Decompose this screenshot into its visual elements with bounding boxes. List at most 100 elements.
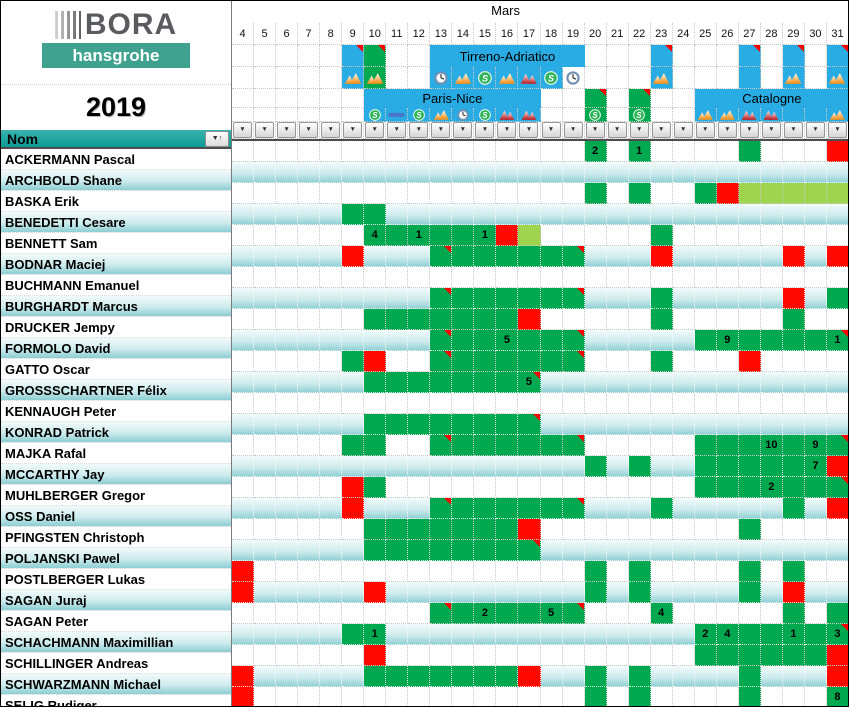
day-cell[interactable] xyxy=(232,540,255,561)
day-cell[interactable] xyxy=(496,477,519,498)
day-cell[interactable] xyxy=(607,687,629,706)
stage-type-cell[interactable] xyxy=(518,108,541,122)
day-cell[interactable] xyxy=(562,603,585,624)
day-cell[interactable] xyxy=(386,624,409,645)
day-cell[interactable] xyxy=(342,351,365,372)
day-cell[interactable] xyxy=(716,267,739,288)
race-day-cell[interactable] xyxy=(584,45,607,67)
rider-name-cell[interactable]: PFINGSTEN Christoph xyxy=(1,527,231,548)
day-cell[interactable] xyxy=(584,372,607,393)
day-cell[interactable] xyxy=(342,267,365,288)
day-cell[interactable] xyxy=(364,477,387,498)
day-cell[interactable] xyxy=(232,645,255,666)
date-header-cell[interactable]: 31 xyxy=(826,23,848,45)
day-cell[interactable] xyxy=(584,225,607,246)
day-cell[interactable] xyxy=(364,351,387,372)
day-cell[interactable] xyxy=(342,477,365,498)
day-cell[interactable] xyxy=(342,456,365,477)
day-cell[interactable] xyxy=(672,351,695,372)
day-cell[interactable] xyxy=(826,288,848,309)
day-cell[interactable] xyxy=(650,435,673,456)
day-cell[interactable] xyxy=(804,183,827,204)
day-cell[interactable] xyxy=(496,603,519,624)
day-cell[interactable] xyxy=(298,687,321,706)
race-day-cell[interactable] xyxy=(232,45,255,67)
day-cell[interactable] xyxy=(628,435,651,456)
day-cell[interactable] xyxy=(298,288,321,309)
day-cell[interactable] xyxy=(430,519,453,540)
race-day-cell[interactable] xyxy=(782,45,805,67)
day-cell[interactable] xyxy=(320,414,343,435)
day-cell[interactable] xyxy=(584,183,607,204)
day-cell[interactable] xyxy=(805,687,827,706)
day-cell[interactable] xyxy=(342,204,365,225)
day-cell[interactable] xyxy=(518,645,541,666)
day-cell[interactable] xyxy=(386,435,409,456)
day-cell[interactable] xyxy=(320,309,343,330)
day-cell[interactable] xyxy=(738,351,761,372)
stage-type-cell[interactable] xyxy=(276,108,299,122)
day-cell[interactable] xyxy=(760,624,783,645)
day-cell[interactable] xyxy=(320,267,343,288)
day-cell[interactable] xyxy=(628,624,651,645)
race-day-cell[interactable] xyxy=(672,45,695,67)
day-cell[interactable] xyxy=(760,372,783,393)
day-cell[interactable] xyxy=(826,351,848,372)
day-cell[interactable] xyxy=(320,204,343,225)
day-cell[interactable] xyxy=(628,372,651,393)
rider-name-cell[interactable]: SELIG Rudiger xyxy=(1,695,231,707)
day-cell[interactable] xyxy=(541,687,563,706)
date-header-cell[interactable]: 14 xyxy=(452,23,475,45)
day-cell[interactable] xyxy=(496,393,519,414)
day-cell[interactable] xyxy=(232,498,255,519)
column-filter-button[interactable]: ▼ xyxy=(343,122,363,138)
stage-type-cell[interactable] xyxy=(496,108,519,122)
day-cell[interactable] xyxy=(606,141,629,162)
day-cell[interactable] xyxy=(606,645,629,666)
day-cell[interactable] xyxy=(430,498,453,519)
day-cell[interactable] xyxy=(694,204,717,225)
day-cell[interactable] xyxy=(254,330,277,351)
day-cell[interactable] xyxy=(386,162,409,183)
day-cell[interactable] xyxy=(782,645,805,666)
column-filter-button[interactable]: ▼ xyxy=(629,122,649,138)
day-cell[interactable] xyxy=(672,582,695,603)
day-cell[interactable] xyxy=(760,393,783,414)
rider-name-cell[interactable]: ARCHBOLD Shane xyxy=(1,170,231,191)
day-cell[interactable]: 10 xyxy=(760,435,783,456)
day-cell[interactable] xyxy=(452,162,475,183)
day-cell[interactable] xyxy=(738,225,761,246)
day-cell[interactable] xyxy=(628,204,651,225)
day-cell[interactable] xyxy=(672,309,695,330)
day-cell[interactable] xyxy=(804,603,827,624)
day-cell[interactable] xyxy=(716,309,739,330)
day-cell[interactable] xyxy=(474,393,497,414)
race-day-cell[interactable] xyxy=(254,89,277,108)
day-cell[interactable] xyxy=(562,267,585,288)
day-cell[interactable] xyxy=(584,309,607,330)
day-cell[interactable] xyxy=(386,309,409,330)
day-cell[interactable] xyxy=(430,351,453,372)
day-cell[interactable] xyxy=(452,519,475,540)
day-cell[interactable] xyxy=(474,351,497,372)
day-cell[interactable] xyxy=(408,414,431,435)
day-cell[interactable] xyxy=(342,519,365,540)
stage-type-cell[interactable] xyxy=(782,108,805,122)
day-cell[interactable] xyxy=(540,477,563,498)
day-cell[interactable] xyxy=(430,456,453,477)
day-cell[interactable] xyxy=(540,162,563,183)
day-cell[interactable] xyxy=(650,330,673,351)
day-cell[interactable] xyxy=(386,246,409,267)
stage-type-cell[interactable] xyxy=(232,108,255,122)
day-cell[interactable] xyxy=(716,645,739,666)
day-cell[interactable] xyxy=(804,267,827,288)
day-cell[interactable] xyxy=(232,267,255,288)
day-cell[interactable] xyxy=(364,141,387,162)
stage-type-cell[interactable] xyxy=(452,67,475,89)
day-cell[interactable] xyxy=(276,225,299,246)
day-cell[interactable]: 1 xyxy=(474,225,497,246)
day-cell[interactable] xyxy=(760,162,783,183)
day-cell[interactable] xyxy=(650,582,673,603)
day-cell[interactable] xyxy=(672,666,695,687)
day-cell[interactable] xyxy=(342,309,365,330)
